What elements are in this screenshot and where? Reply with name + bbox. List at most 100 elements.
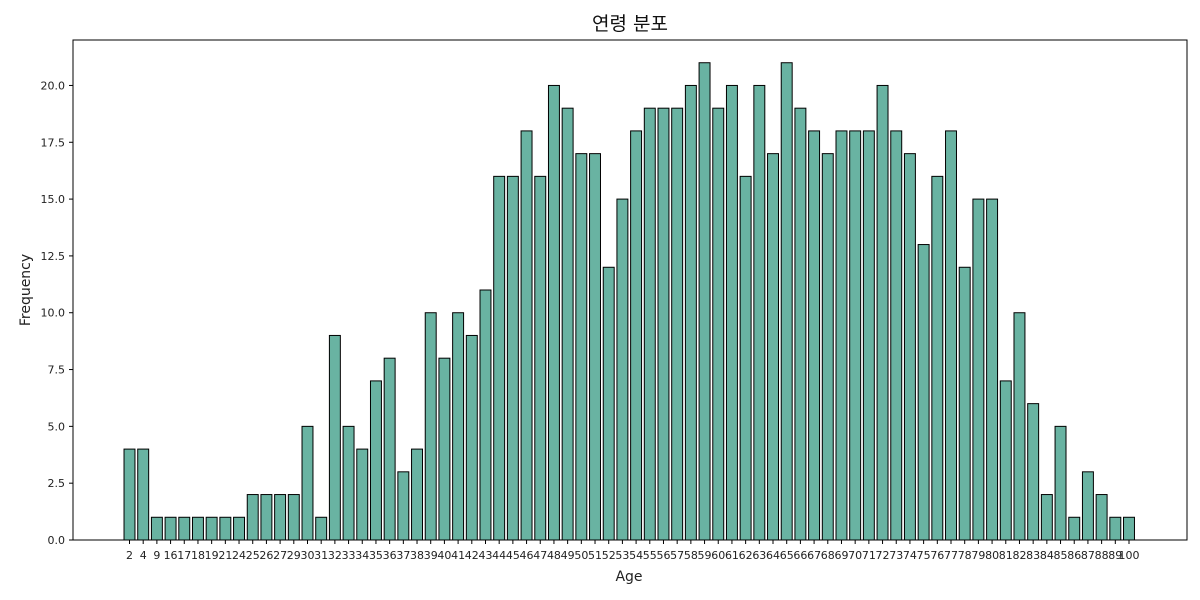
x-tick-label: 27 [273,549,287,562]
x-tick-label: 41 [451,549,465,562]
x-tick-label: 66 [793,549,807,562]
bar-age-56 [657,107,670,541]
y-tick-label: 5.0 [48,420,66,433]
x-tick-label: 84 [1040,549,1054,562]
x-tick-label: 81 [999,549,1013,562]
bar-age-74 [903,153,916,541]
x-tick-label: 60 [711,549,725,562]
x-tick-label: 75 [917,549,931,562]
x-tick-label: 55 [643,549,657,562]
x-tick-label: 35 [369,549,383,562]
x-tick-label: 57 [670,549,684,562]
bar-age-60 [712,107,725,541]
chart-title: 연령 분포 [592,13,668,35]
x-tick-label: 64 [766,549,780,562]
bar-age-27 [274,494,287,541]
bar-age-17 [178,516,191,541]
x-tick-label: 2 [126,549,133,562]
bar-age-16 [164,516,177,541]
bar-age-4 [137,448,150,541]
x-tick-label: 29 [287,549,301,562]
x-tick-label: 70 [848,549,862,562]
bar-age-25 [246,494,259,541]
bar-age-50 [575,153,588,541]
y-tick-label: 2.5 [48,477,66,490]
x-tick-label: 47 [533,549,547,562]
bar-age-86 [1068,516,1081,541]
bar-age-72 [876,84,889,541]
x-tick-label: 56 [656,549,670,562]
y-tick-label: 10.0 [41,307,66,320]
bar-age-81 [999,380,1012,541]
bar-age-44 [493,175,506,541]
x-tick-label: 69 [834,549,848,562]
x-tick-label: 87 [1081,549,1095,562]
x-tick-label: 50 [574,549,588,562]
x-tick-label: 89 [1108,549,1122,562]
bar-age-2 [123,448,136,541]
bar-age-77 [945,130,957,541]
y-tick-label: 0.0 [48,534,66,547]
x-tick-label: 40 [437,549,451,562]
bar-age-47 [534,175,547,541]
x-tick-label: 31 [314,549,328,562]
y-tick-label: 12.5 [41,250,66,263]
bar-age-61 [725,84,738,541]
bar-age-39 [424,312,437,541]
bar-age-9 [150,516,163,541]
bar-age-75 [917,244,930,541]
y-axis: 0.0 2.5 5.0 7.5 10.0 12.5 15.0 17.5 20.0 [41,79,73,547]
bar-age-41 [452,312,465,541]
x-tick-label: 33 [342,549,356,562]
y-tick-label: 15.0 [41,193,66,206]
bar-age-62 [739,175,752,541]
x-tick-label: 73 [889,549,903,562]
bar-age-51 [589,153,601,541]
bar-age-42 [465,334,478,541]
bar-age-73 [890,130,903,541]
x-tick-label: 74 [903,549,917,562]
x-tick-label: 19 [205,549,219,562]
bar-age-89 [1109,516,1122,541]
bar-age-100 [1123,516,1135,541]
bar-age-34 [356,448,369,541]
bar-age-84 [1040,494,1053,541]
bar-age-58 [684,84,697,541]
bar-age-33 [342,425,355,541]
x-tick-label: 42 [465,549,479,562]
bar-age-88 [1095,494,1108,541]
bar-age-40 [438,357,451,541]
x-tick-label: 26 [259,549,273,562]
bar-age-69 [835,130,848,541]
bar-age-54 [630,130,643,541]
x-tick-label: 46 [520,549,534,562]
y-axis-title: Frequency [18,254,34,326]
x-tick-label: 65 [780,549,794,562]
bar-age-21 [219,516,232,541]
x-tick-label: 36 [383,549,397,562]
x-axis-title: Age [615,569,642,585]
bar-age-57 [671,107,684,541]
bar-age-36 [383,357,396,541]
x-tick-label: 16 [164,549,178,562]
bar-age-66 [794,107,807,541]
bar-age-24 [233,516,246,541]
x-axis: 2 4 9 16 17 18 19 21 24 25 26 27 29 30 31 32 33 34 35 36 37 3… [126,540,1140,562]
x-tick-label: 79 [971,549,985,562]
bar-age-79 [972,198,985,541]
bar-age-32 [328,334,341,541]
x-tick-label: 86 [1067,549,1081,562]
bar-age-43 [479,289,492,541]
x-tick-label: 38 [410,549,424,562]
bar-age-29 [287,494,300,541]
x-tick-label: 78 [958,549,972,562]
x-tick-label: 76 [930,549,944,562]
bar-age-83 [1027,403,1040,541]
bar-age-64 [767,153,779,541]
x-tick-label: 32 [328,549,342,562]
x-tick-label: 71 [862,549,876,562]
bar-age-18 [191,516,204,541]
bar-age-65 [780,62,793,541]
x-tick-label: 88 [1095,549,1109,562]
